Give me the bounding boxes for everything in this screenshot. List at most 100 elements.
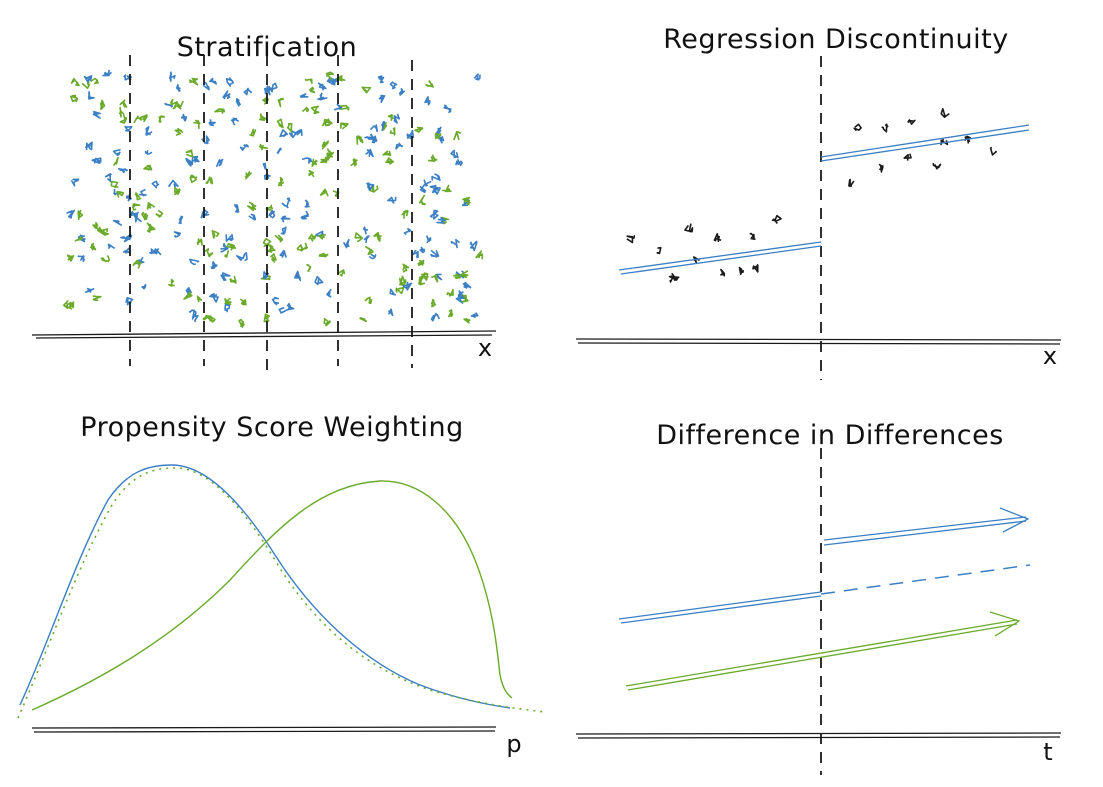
treated-unit-dot <box>455 158 463 167</box>
control-unit-dot <box>132 203 141 211</box>
treated-unit-dot <box>436 216 446 224</box>
control-unit-dot <box>395 285 405 295</box>
control-unit-dot <box>462 196 471 206</box>
regression-discontinuity-axis-label: x <box>1043 342 1057 370</box>
treated-unit-dot <box>209 77 217 85</box>
stratification-axis-label: x <box>478 334 492 362</box>
control-unit-dot <box>419 194 427 206</box>
treated-unit-dot <box>189 258 200 265</box>
control-unit-dot <box>475 250 484 260</box>
treated-unit-dot <box>281 197 291 209</box>
propensity-score-x-axis <box>31 726 497 733</box>
control-unit-dot <box>81 80 91 89</box>
treated-unit-dot <box>185 157 194 167</box>
treated-unit-dot <box>83 75 93 83</box>
control-unit-dot <box>354 232 364 243</box>
control-unit-dot <box>247 201 257 212</box>
control-unit-dot <box>365 245 374 256</box>
control-unit-dot <box>155 210 164 218</box>
treated-unit-dot <box>107 243 116 250</box>
control-unit-dot <box>229 275 237 284</box>
treated-unit-dot <box>124 125 133 132</box>
stratification-boundaries <box>129 55 413 370</box>
treated-unit-dot <box>431 173 441 181</box>
treated-unit-dot <box>315 230 324 238</box>
control-unit-dot <box>442 184 452 193</box>
treated-unit-dot <box>239 144 249 151</box>
control-unit-dot <box>169 98 178 110</box>
treated-unit-dot <box>398 88 405 96</box>
treated-unit-dot <box>301 157 313 164</box>
control-unit-dot <box>304 78 313 84</box>
control-unit-dot <box>175 100 184 110</box>
observation-above-cutoff <box>940 138 949 146</box>
control-unit-dot <box>74 236 83 242</box>
treated-unit-dot <box>388 308 394 317</box>
control-unit-dot <box>244 171 252 180</box>
control-unit-dot <box>185 149 194 158</box>
control-unit-dot <box>385 157 395 165</box>
control-unit-dot <box>214 108 225 114</box>
treated-unit-dot <box>138 188 147 197</box>
control-unit-dot <box>301 106 310 113</box>
control-unit-dot <box>99 228 109 236</box>
control-unit-dot <box>139 114 148 123</box>
control-unit-dot <box>276 118 284 129</box>
regression-discontinuity-title: Regression Discontinuity <box>663 24 1008 55</box>
control-unit-dot <box>110 180 119 189</box>
treated-unit-dot <box>280 215 291 223</box>
control-unit-dot <box>274 234 284 243</box>
treated-unit-dot <box>429 184 439 194</box>
control-unit-dot <box>428 154 438 162</box>
control-density-curve <box>31 480 513 711</box>
observation-above-cutoff <box>963 135 972 144</box>
treated-unit-dot <box>371 135 378 144</box>
treated-unit-dot <box>381 120 386 132</box>
control-unit-dot <box>67 301 75 309</box>
treated-unit-dot <box>149 248 158 255</box>
control-unit-dot <box>430 298 437 308</box>
control-unit-dot <box>356 135 364 145</box>
control-unit-dot <box>287 123 293 133</box>
treated-unit-dot <box>406 129 415 140</box>
control-unit-dot <box>92 295 102 301</box>
control-unit-dot <box>323 317 331 327</box>
control-unit-dot <box>189 174 198 184</box>
control-unit-dot <box>92 222 99 230</box>
treated-unit-dot <box>473 73 481 81</box>
treated-counterfactual <box>820 564 1031 595</box>
observation-above-cutoff <box>932 163 942 170</box>
control-unit-dot <box>336 74 346 82</box>
control-unit-dot <box>320 156 329 164</box>
observation-above-cutoff <box>848 178 855 188</box>
control-unit-dot <box>414 126 424 133</box>
control-unit-dot <box>425 80 434 88</box>
control-unit-dot <box>224 250 230 259</box>
treated-unit-dot <box>455 295 465 304</box>
control-unit-dot <box>399 275 407 284</box>
treated-unit-dot <box>70 178 80 187</box>
regression-discontinuity-x-axis <box>575 338 1062 345</box>
control-unit-dot <box>141 211 149 221</box>
control-unit-dot <box>146 222 156 233</box>
control-unit-dot <box>420 272 429 281</box>
treated-unit-dot <box>122 247 132 254</box>
treated-unit-dot <box>268 82 278 93</box>
treated-unit-dot <box>102 69 112 77</box>
control-unit-dot <box>196 295 203 303</box>
observation-below-cutoff <box>738 266 745 276</box>
control-unit-dot <box>461 294 469 303</box>
treated-unit-dot <box>123 74 132 81</box>
control-unit-dot <box>89 242 97 251</box>
control-unit-dot <box>262 96 269 105</box>
treated-unit-dot <box>462 281 472 289</box>
observation-below-cutoff <box>749 232 756 241</box>
control-unit-dot <box>447 309 454 318</box>
treated-unit-dot <box>134 214 142 223</box>
treated-unit-dot <box>435 273 443 281</box>
observation-below-cutoff <box>720 268 726 277</box>
treated-unit-dot <box>419 183 427 194</box>
treated-pre-trend <box>618 591 822 624</box>
control-unit-dot <box>308 169 315 178</box>
control-unit-dot <box>70 94 79 103</box>
